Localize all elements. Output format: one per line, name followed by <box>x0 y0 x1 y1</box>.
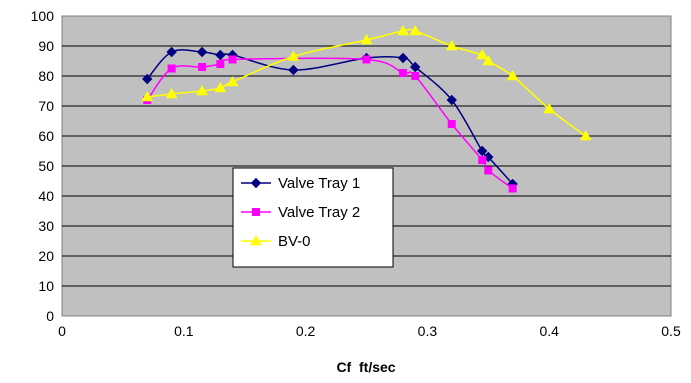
y-tick-label: 30 <box>38 218 54 234</box>
data-point-bv-0 <box>196 84 208 96</box>
data-point-bv-0 <box>445 39 458 51</box>
x-tick-label: 0.4 <box>539 323 559 339</box>
data-point-valve-tray-1 <box>215 49 226 61</box>
y-tick-label: 40 <box>38 188 54 204</box>
y-tick-label: 20 <box>38 248 54 264</box>
data-point-bv-0 <box>476 48 489 60</box>
legend-marker-bv-0 <box>250 234 262 246</box>
legend-label-valve-tray-1: Valve Tray 1 <box>278 175 360 192</box>
data-point-bv-0 <box>409 24 422 36</box>
data-point-valve-tray-2 <box>228 55 237 64</box>
data-point-valve-tray-2 <box>478 156 487 164</box>
data-point-bv-0 <box>226 75 239 87</box>
data-point-bv-0 <box>214 81 227 93</box>
x-tick-label: 0.2 <box>296 323 316 339</box>
data-point-bv-0 <box>360 33 373 45</box>
data-point-bv-0 <box>165 87 178 99</box>
data-point-valve-tray-1 <box>288 64 299 76</box>
data-point-valve-tray-1 <box>196 46 208 58</box>
legend-label-valve-tray-2: Valve Tray 2 <box>278 204 360 221</box>
data-point-valve-tray-1 <box>166 46 177 58</box>
data-point-valve-tray-1 <box>142 73 153 85</box>
legend-marker-valve-tray-1 <box>250 177 262 189</box>
data-point-valve-tray-2 <box>362 55 371 64</box>
data-point-valve-tray-2 <box>167 64 176 73</box>
y-tick-label: 10 <box>38 278 54 294</box>
y-tick-label: 50 <box>38 158 54 174</box>
x-axis-title: Cf ft/sec <box>336 359 395 375</box>
data-point-valve-tray-1 <box>446 94 457 106</box>
data-point-valve-tray-2 <box>484 166 493 175</box>
data-point-valve-tray-2 <box>508 184 517 193</box>
data-point-bv-0 <box>482 54 495 66</box>
series-layer <box>141 24 592 193</box>
y-tick-label: 60 <box>38 128 54 144</box>
data-point-valve-tray-2 <box>447 120 456 128</box>
x-tick-label: 0.5 <box>661 323 681 339</box>
data-point-valve-tray-2 <box>399 69 408 77</box>
data-point-valve-tray-2 <box>411 72 420 80</box>
gridlines <box>62 45 671 287</box>
data-point-bv-0 <box>397 24 409 36</box>
legend: Valve Tray 1 Valve Tray 2 BV-0 <box>232 167 394 268</box>
x-tick-label: 0.1 <box>174 323 194 339</box>
y-tick-label: 80 <box>38 68 54 84</box>
legend-marker-valve-tray-2 <box>252 208 260 216</box>
data-point-bv-0 <box>543 102 556 114</box>
data-point-valve-tray-2 <box>198 63 207 71</box>
x-tick-label: 0 <box>58 323 66 339</box>
x-tick-label: 0.3 <box>418 323 438 339</box>
x-axis-tick-labels: 0 0.1 0.2 0.3 0.4 0.5 <box>58 323 681 339</box>
y-axis-tick-labels: 0 10 20 30 40 50 60 70 80 90 100 <box>31 8 55 324</box>
y-tick-label: 0 <box>46 308 54 324</box>
legend-label-bv-0: BV-0 <box>278 233 311 250</box>
y-tick-label: 100 <box>31 8 55 24</box>
data-point-valve-tray-1 <box>397 52 409 64</box>
y-tick-label: 70 <box>38 98 54 114</box>
data-point-bv-0 <box>141 90 154 102</box>
data-point-valve-tray-1 <box>477 145 488 157</box>
data-point-valve-tray-2 <box>216 60 225 68</box>
y-tick-label: 90 <box>38 38 54 54</box>
data-point-bv-0 <box>579 129 592 141</box>
data-point-bv-0 <box>287 50 300 61</box>
series-bv-0 <box>141 24 592 141</box>
data-point-bv-0 <box>506 69 519 81</box>
data-point-valve-tray-1 <box>410 61 421 73</box>
